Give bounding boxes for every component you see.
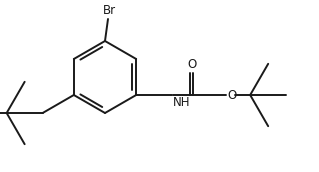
Text: NH: NH [173,96,191,109]
Text: O: O [227,89,236,101]
Text: Br: Br [102,4,115,17]
Text: O: O [187,58,196,71]
